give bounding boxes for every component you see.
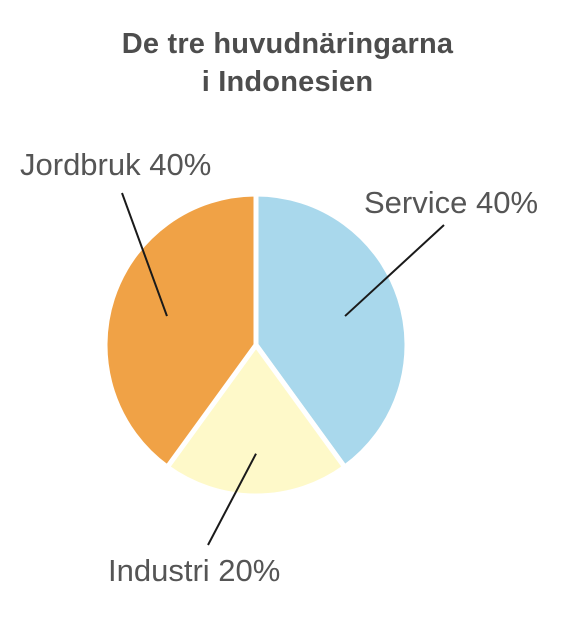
pie-slices — [102, 191, 410, 499]
pie-slice-industri — [164, 342, 348, 499]
leader-line-service — [344, 224, 445, 317]
chart-title-line-2: i Indonesien — [201, 66, 374, 98]
chart-title-line-1: De tre huvudnäringarna — [121, 28, 454, 60]
leader-lines — [121, 192, 445, 546]
slice-label-jordbruk: Jordbruk 40% — [20, 147, 211, 182]
slice-labels: Service 40% Industri 20% Jordbruk 40% — [20, 147, 538, 588]
leader-line-jordbruk — [121, 192, 168, 317]
slice-label-industri: Industri 20% — [108, 553, 280, 588]
pie-slice-jordbruk — [102, 191, 259, 470]
pie-slice-service — [253, 191, 410, 470]
leader-line-industri — [207, 453, 257, 546]
slice-label-service: Service 40% — [364, 185, 538, 220]
